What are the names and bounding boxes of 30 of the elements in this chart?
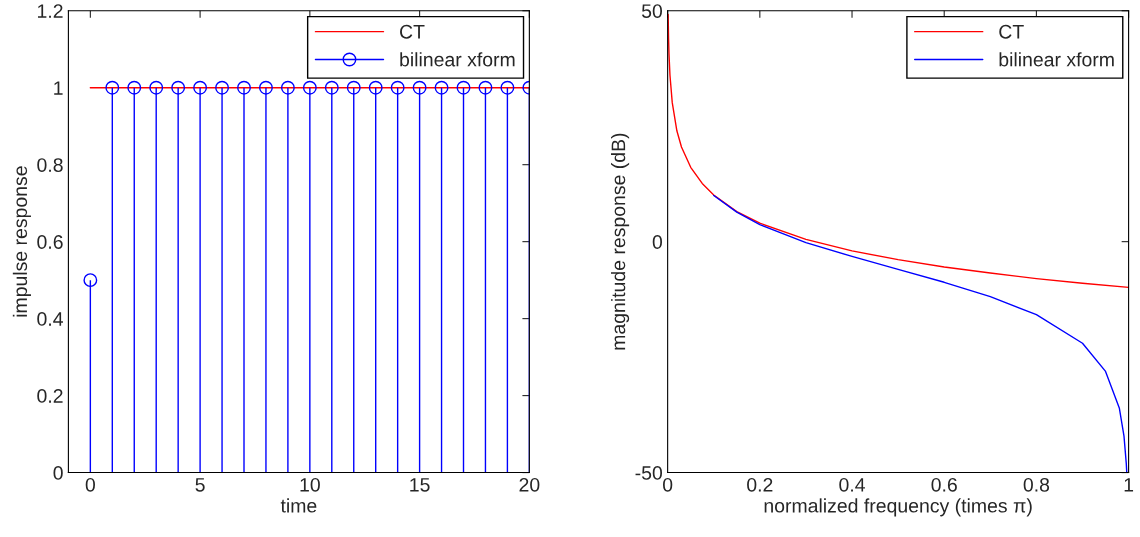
y-tick-label: 0.2 bbox=[37, 389, 63, 403]
legend-label: bilinear xform bbox=[400, 52, 515, 67]
x-tick-label: 0 bbox=[663, 477, 673, 492]
legend-label: bilinear xform bbox=[999, 52, 1114, 67]
x-tick-label: 0.2 bbox=[747, 477, 773, 492]
y-axis-title: magnitude response (dB) bbox=[611, 133, 630, 350]
line-series bbox=[713, 194, 1128, 473]
y-tick-label: 1 bbox=[54, 81, 63, 95]
legend-label: CT bbox=[400, 24, 425, 39]
x-axis-title: time bbox=[280, 498, 317, 513]
y-tick-label: 0 bbox=[652, 235, 663, 249]
x-tick-label: 10 bbox=[300, 477, 320, 492]
y-tick-label: 0.4 bbox=[37, 312, 63, 326]
x-tick-label: 20 bbox=[519, 477, 540, 492]
y-tick-label: 50 bbox=[641, 4, 663, 18]
x-tick-label: 0.8 bbox=[1023, 477, 1050, 492]
x-tick-label: 0.4 bbox=[839, 477, 865, 492]
x-tick-label: 5 bbox=[195, 478, 205, 492]
x-axis-title: normalized frequency (times π) bbox=[764, 498, 1032, 517]
y-tick-label: -50 bbox=[635, 466, 663, 480]
legend-label: CT bbox=[999, 24, 1024, 39]
y-tick-label: 0 bbox=[53, 466, 63, 480]
y-tick-label: 1.2 bbox=[37, 4, 63, 18]
x-tick-label: 0.6 bbox=[931, 477, 957, 492]
y-tick-label: 0.6 bbox=[37, 235, 63, 249]
y-axis-title: impulse response bbox=[12, 166, 31, 317]
y-tick-label: 0.8 bbox=[37, 158, 63, 172]
x-tick-label: 1 bbox=[1124, 478, 1134, 492]
x-tick-label: 0 bbox=[85, 477, 95, 492]
x-tick-label: 15 bbox=[410, 478, 430, 492]
